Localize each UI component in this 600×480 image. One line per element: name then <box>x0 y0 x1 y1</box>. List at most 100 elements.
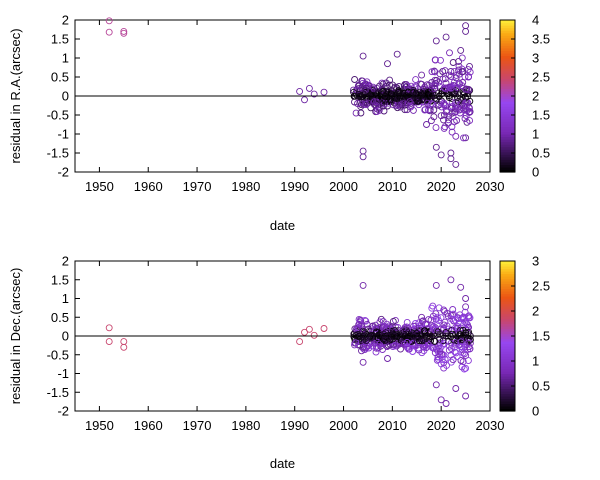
data-point <box>458 54 466 62</box>
data-point <box>465 73 472 81</box>
colorbar-segment <box>500 281 515 285</box>
data-point <box>443 108 451 116</box>
data-point <box>404 93 412 101</box>
data-point <box>447 155 455 163</box>
colorbar-segment <box>500 283 515 287</box>
data-point <box>436 330 444 338</box>
colorbar-tick-label: 2.5 <box>532 70 550 85</box>
x-tick-label: 1960 <box>134 179 163 194</box>
colorbar-tick-label: 3.5 <box>532 32 550 47</box>
data-point <box>401 106 409 114</box>
colorbar-segment <box>500 156 515 160</box>
colorbar-segment <box>500 276 515 280</box>
colorbar-segment <box>500 37 515 41</box>
data-point <box>447 68 455 75</box>
colorbar-segment <box>500 381 515 385</box>
data-point <box>310 90 318 98</box>
colorbar-segment <box>500 331 515 335</box>
colorbar-segment <box>500 393 515 397</box>
data-point <box>464 90 472 98</box>
colorbar-segment <box>500 398 515 402</box>
data-point <box>450 78 458 86</box>
data-point <box>432 37 440 45</box>
data-point <box>439 337 447 345</box>
data-point <box>380 97 388 105</box>
data-point <box>460 134 467 142</box>
data-point <box>450 310 457 318</box>
colorbar-segment <box>500 30 515 34</box>
y-tick-label: 0.5 <box>51 310 69 325</box>
data-point <box>459 91 467 99</box>
data-point <box>460 365 468 373</box>
data-point <box>437 396 445 404</box>
data-point <box>461 106 469 114</box>
colorbar-segment <box>500 313 515 317</box>
colorbar-segment <box>500 159 515 163</box>
x-axis-label: date <box>270 456 295 471</box>
colorbar-segment <box>500 278 515 282</box>
data-point <box>384 355 391 362</box>
colorbar-segment <box>500 263 515 267</box>
data-point <box>449 112 457 120</box>
data-point <box>441 308 449 316</box>
data-point <box>447 149 455 157</box>
colorbar-segment <box>500 366 515 370</box>
data-point <box>464 339 472 347</box>
colorbar-segment <box>500 368 515 372</box>
data-point <box>301 328 308 336</box>
colorbar-segment <box>500 65 515 69</box>
data-point <box>453 117 461 124</box>
data-point <box>359 52 367 60</box>
x-tick-label: 2020 <box>427 179 456 194</box>
data-point <box>440 84 448 92</box>
colorbar-segment <box>500 45 515 49</box>
data-point <box>381 337 389 345</box>
data-point <box>391 341 399 349</box>
colorbar-segment <box>500 266 515 270</box>
data-point <box>458 363 466 371</box>
colorbar-segment <box>500 149 515 153</box>
data-point <box>432 124 440 132</box>
data-point <box>462 27 470 35</box>
colorbar-segment <box>500 323 515 327</box>
y-tick-label: 1 <box>62 51 69 66</box>
data-point <box>363 320 371 328</box>
data-point <box>442 102 450 110</box>
data-point <box>457 105 465 113</box>
data-point <box>454 104 462 112</box>
colorbar-tick-label: 2.5 <box>532 279 550 294</box>
colorbar-segment <box>500 50 515 54</box>
data-point <box>105 17 113 25</box>
data-point <box>443 361 451 369</box>
colorbar-tick-label: 1.5 <box>532 329 550 344</box>
colorbar-segment <box>500 353 515 357</box>
colorbar-segment <box>500 351 515 355</box>
colorbar-segment <box>500 35 515 39</box>
data-point <box>406 98 414 106</box>
data-point <box>457 343 465 351</box>
x-tick-label: 1970 <box>183 418 212 433</box>
data-point <box>296 87 304 95</box>
data-point <box>403 318 411 326</box>
data-point <box>418 337 425 345</box>
colorbar-segment <box>500 271 515 275</box>
colorbar-segment <box>500 343 515 347</box>
data-point <box>432 315 440 323</box>
y-tick-label: -2 <box>57 404 69 419</box>
data-point <box>380 107 388 115</box>
colorbar-tick-label: 3 <box>532 51 539 66</box>
data-point <box>359 333 367 341</box>
data-point <box>429 344 436 352</box>
data-point <box>457 324 465 332</box>
colorbar-segment <box>500 103 515 107</box>
data-point <box>431 56 439 64</box>
x-tick-label: 1990 <box>280 179 309 194</box>
y-tick-label: 1.5 <box>51 32 69 47</box>
data-point <box>462 303 470 311</box>
colorbar-segment <box>500 306 515 310</box>
data-point <box>351 76 359 83</box>
data-point <box>420 341 428 349</box>
data-point <box>382 333 390 341</box>
colorbar-segment <box>500 341 515 345</box>
y-tick-label: -1.5 <box>47 385 69 400</box>
